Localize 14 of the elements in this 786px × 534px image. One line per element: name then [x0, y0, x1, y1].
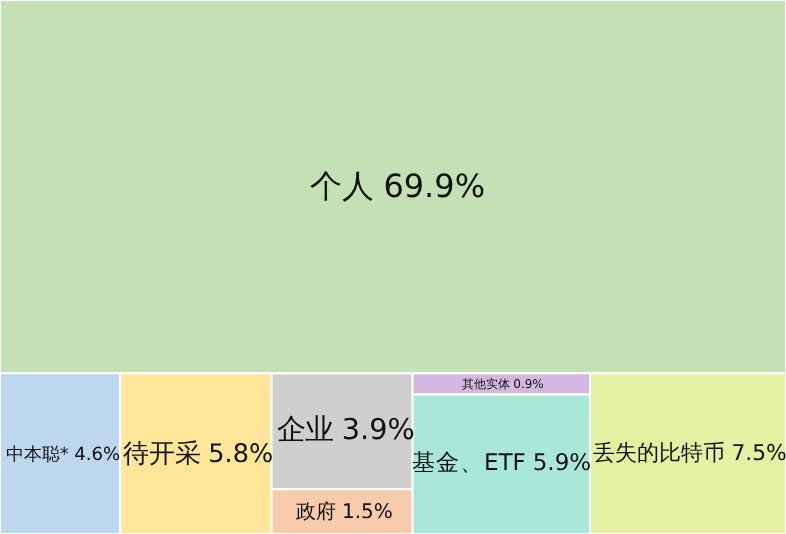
category-label: 待开采: [122, 439, 201, 470]
data-label: 5.8%: [208, 439, 274, 470]
category-label: 中本聪*: [5, 443, 70, 466]
data-label: 7.5%: [731, 439, 786, 466]
data-label: 69.9%: [383, 166, 486, 205]
category-label: 个人: [309, 166, 374, 205]
category-label: 企业: [277, 415, 334, 448]
data-label: 3.9%: [341, 415, 415, 448]
data-label: 4.6%: [74, 445, 121, 466]
data-label: 5.9%: [532, 448, 592, 477]
category-label: 基金、ETF: [411, 448, 526, 477]
category-label: 丢失的比特币: [592, 439, 725, 466]
data-label: 1.5%: [341, 501, 393, 524]
category-label: 政府: [295, 499, 336, 524]
